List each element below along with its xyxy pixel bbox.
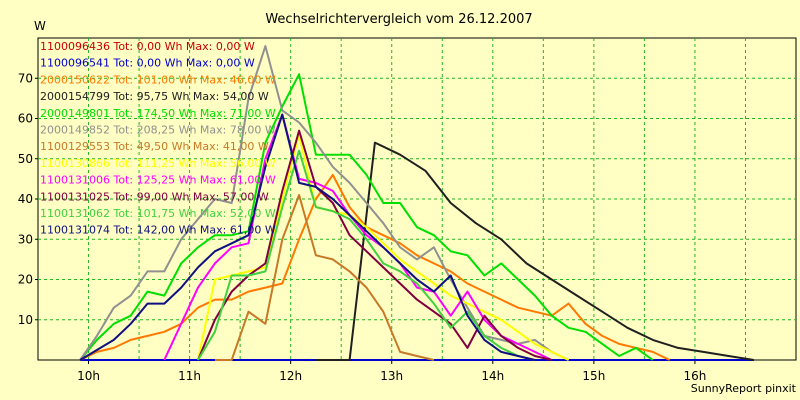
y-tick-label: 60 [18, 112, 33, 126]
legend-entry-9: 1100131006 Tot: 125,25 Wh Max: 61,00 W [40, 174, 276, 187]
y-tick-label: 40 [18, 192, 33, 206]
series-line-7 [214, 194, 435, 361]
x-tick-label: 11h [178, 369, 201, 383]
y-tick-label: 20 [18, 273, 33, 287]
series-line-11 [197, 149, 536, 361]
y-axis-unit-label: W [34, 19, 46, 33]
y-axis-ticks: 10 20 30 40 50 60 70 [18, 71, 38, 327]
y-tick-label: 50 [18, 152, 33, 166]
series-line-10 [197, 129, 552, 361]
x-tick-label: 12h [279, 369, 302, 383]
legend: 1100096436 Tot: 0,00 Wh Max: 0,00 W 11000… [40, 40, 276, 237]
x-tick-label: 15h [582, 369, 605, 383]
legend-entry-2: 1100096541 Tot: 0,00 Wh Max: 0,00 W [40, 57, 255, 70]
y-tick-label: 30 [18, 232, 33, 246]
legend-entry-8: 1100130866 Tot: 111,25 Wh Max: 56,00 W [40, 157, 276, 170]
series-line-6 [79, 45, 570, 361]
legend-entry-3: 2000150622 Tot: 101,00 Wh Max: 46,00 W [40, 73, 276, 86]
legend-entry-7: 1100129553 Tot: 49,50 Wh Max: 41,00 W [40, 140, 269, 153]
chart-title: Wechselrichtervergleich vom 26.12.2007 [265, 12, 532, 27]
legend-entry-4: 2000154799 Tot: 95,75 Wh Max: 54,00 W [40, 90, 269, 103]
x-tick-label: 13h [380, 369, 403, 383]
y-tick-label: 70 [18, 71, 33, 85]
series-line-5 [79, 73, 654, 361]
x-tick-label: 16h [683, 369, 706, 383]
legend-entry-12: 1100131074 Tot: 142,00 Wh Max: 61,00 W [40, 224, 276, 237]
series-layer [79, 45, 755, 361]
footer-credit: SunnyReport pinxit [691, 382, 797, 395]
x-axis-ticks: 10h 11h 12h 13h 14h 15h 16h [77, 360, 706, 383]
legend-entry-11: 1100131062 Tot: 101,75 Wh Max: 52,00 W [40, 207, 276, 220]
legend-entry-5: 2000149801 Tot: 174,50 Wh Max: 71,00 W [40, 107, 276, 120]
x-tick-label: 14h [481, 369, 504, 383]
legend-entry-6: 2000149852 Tot: 208,25 Wh Max: 78,00 W [40, 124, 276, 137]
series-line-12 [79, 113, 536, 361]
y-tick-label: 10 [18, 313, 33, 327]
grid [38, 38, 796, 360]
x-tick-label: 10h [77, 369, 100, 383]
series-line-4 [315, 141, 755, 361]
legend-entry-1: 1100096436 Tot: 0,00 Wh Max: 0,00 W [40, 40, 255, 53]
series-line-9 [163, 113, 553, 361]
legend-entry-10: 1100131025 Tot: 99,00 Wh Max: 57,00 W [40, 190, 269, 203]
series-line-3 [79, 173, 671, 361]
series-line-8 [197, 133, 570, 361]
